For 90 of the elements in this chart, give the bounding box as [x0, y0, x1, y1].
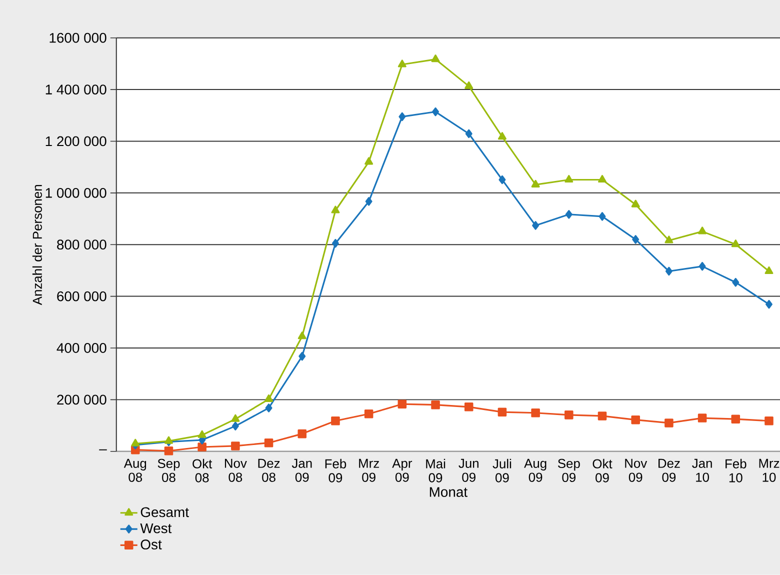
x-tick-label: Okt 08	[192, 458, 212, 482]
point	[732, 278, 740, 287]
x-tick-label: Nov 08	[224, 458, 247, 482]
point	[364, 157, 374, 165]
y-axis-title: Anzahl der Personen	[32, 185, 42, 306]
point	[232, 422, 239, 430]
point	[332, 238, 339, 248]
point	[231, 442, 240, 450]
y-tick-label: 200 000	[57, 394, 106, 405]
legend-label: West	[140, 524, 172, 534]
point	[664, 236, 674, 244]
point	[432, 107, 440, 116]
y-tick-label: 800 000	[57, 240, 106, 250]
point	[431, 400, 440, 410]
point	[298, 429, 307, 438]
point	[631, 415, 640, 424]
point	[565, 210, 572, 219]
point	[764, 266, 774, 274]
x-tick-label: Juli 09	[492, 458, 512, 482]
x-tick-label: Aug 08	[124, 458, 146, 482]
point	[531, 180, 540, 188]
point	[598, 174, 607, 183]
point	[564, 174, 574, 183]
point	[198, 442, 206, 452]
x-tick-label: Okt 09	[592, 458, 612, 482]
y-tick-label: 1600 000	[50, 32, 106, 43]
x-tick-label: Jan 09	[292, 458, 312, 482]
x-tick-label: Jan 10	[692, 458, 712, 482]
legend-label: Ost	[140, 540, 162, 550]
point	[231, 414, 240, 422]
point	[398, 400, 407, 408]
point	[665, 266, 672, 276]
point	[631, 200, 640, 208]
point	[731, 414, 740, 424]
point	[598, 212, 606, 221]
x-tick-label: Sep 09	[558, 458, 580, 482]
point	[198, 430, 206, 438]
point	[264, 438, 274, 448]
point	[766, 300, 772, 309]
x-tick-label: Apr 09	[392, 458, 412, 482]
point	[632, 235, 640, 244]
point	[498, 408, 507, 417]
x-tick-label: Mrz 09	[359, 458, 379, 482]
point	[464, 402, 474, 412]
point	[398, 60, 406, 68]
y-tick-label: 1 200 000	[46, 136, 106, 146]
point	[431, 54, 440, 62]
point	[764, 416, 774, 426]
x-tick-label: Jun 09	[458, 458, 478, 482]
y-tick-label: 600 000	[57, 291, 106, 302]
point	[164, 446, 174, 456]
x-tick-label: Dez 08	[258, 458, 280, 482]
point	[498, 175, 506, 184]
x-axis-title: Monat	[430, 487, 468, 497]
point	[364, 410, 374, 418]
point	[698, 226, 707, 234]
point	[131, 438, 140, 446]
y-tick-label: 1 400 000	[46, 84, 106, 95]
x-tick-label: Sep 08	[158, 458, 180, 482]
point	[331, 416, 340, 426]
point	[265, 404, 272, 412]
point	[264, 394, 274, 402]
x-tick-label: Mrz 10	[759, 458, 780, 482]
point	[498, 132, 506, 140]
x-tick-label: Feb 09	[325, 458, 346, 482]
legend-label: Gesamt	[140, 507, 189, 518]
x-tick-label: Feb 10	[726, 458, 746, 482]
point	[531, 408, 540, 418]
y-tick-label: –	[99, 449, 107, 450]
point	[598, 412, 607, 420]
x-tick-label: Dez 09	[658, 458, 680, 482]
point	[532, 221, 540, 230]
point	[465, 129, 472, 138]
point	[731, 240, 740, 248]
point	[164, 436, 173, 444]
x-tick-label: Nov 09	[625, 458, 648, 482]
point	[298, 332, 306, 340]
point	[298, 352, 306, 361]
x-tick-label: Aug 09	[524, 458, 546, 482]
y-tick-label: 1 000 000	[46, 188, 106, 198]
point	[398, 112, 406, 122]
y-tick-label: 400 000	[56, 343, 106, 353]
x-tick-label: Mai 09	[426, 458, 446, 482]
point	[698, 414, 707, 422]
point	[464, 81, 474, 90]
point	[564, 410, 574, 420]
point	[365, 197, 372, 206]
point	[664, 418, 674, 428]
point	[698, 262, 706, 271]
point	[331, 206, 340, 214]
